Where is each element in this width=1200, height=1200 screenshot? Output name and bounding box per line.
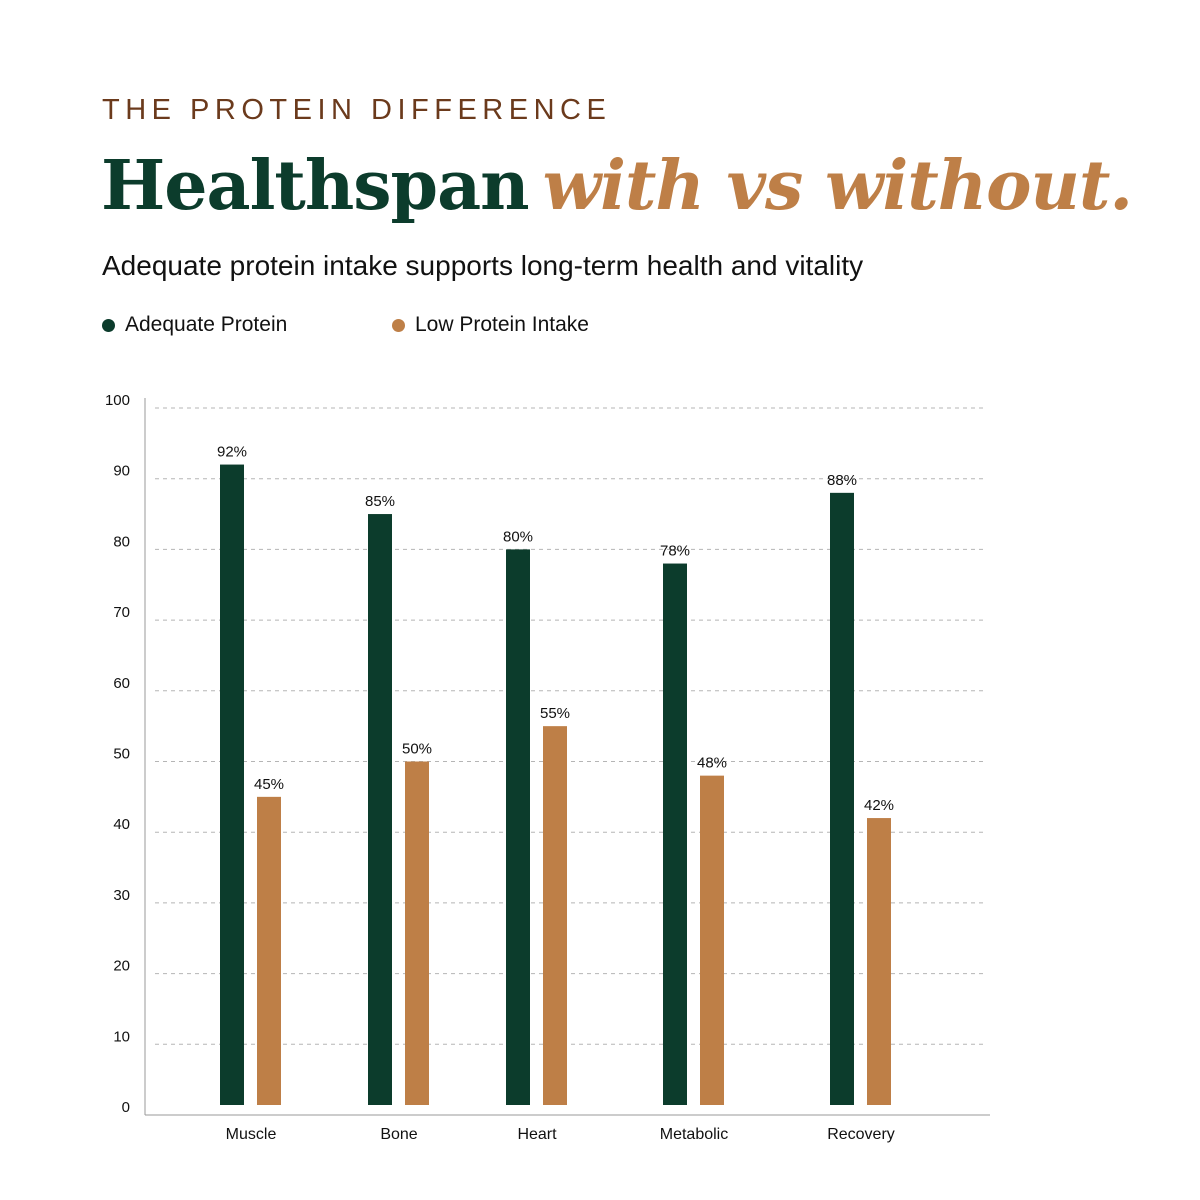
bar-adequate (368, 514, 392, 1105)
data-label: 78% (660, 543, 690, 560)
data-label: 48% (697, 755, 727, 772)
headline: Healthspan with vs without. (101, 140, 1133, 233)
y-tick-label: 30 (113, 887, 130, 904)
headline-main: Healthspan (101, 146, 530, 226)
data-label: 92% (217, 444, 247, 461)
legend-item-adequate: Adequate Protein (102, 313, 287, 337)
headline-accent: with vs without. (542, 146, 1133, 226)
eyebrow-title: THE PROTEIN DIFFERENCE (102, 94, 612, 126)
y-tick-label: 40 (113, 816, 130, 833)
legend-dot-adequate-icon (102, 318, 115, 332)
bar-adequate (830, 492, 854, 1106)
bar-low (257, 796, 281, 1105)
y-tick-label: 50 (113, 746, 130, 763)
x-tick-label: Muscle (226, 1126, 277, 1143)
legend-item-low: Low Protein Intake (392, 313, 589, 337)
bar-adequate (663, 563, 687, 1105)
data-label: 42% (864, 797, 894, 814)
x-tick-label: Recovery (827, 1126, 895, 1143)
bar-low (867, 818, 891, 1105)
data-label: 85% (365, 493, 395, 510)
data-label: 88% (827, 472, 857, 489)
y-tick-label: 90 (113, 463, 130, 480)
data-label: 45% (254, 776, 284, 793)
data-label: 80% (503, 528, 533, 545)
legend-label-adequate: Adequate Protein (125, 313, 288, 336)
bar-adequate (220, 464, 244, 1105)
x-tick-label: Metabolic (660, 1126, 728, 1143)
y-tick-label: 60 (113, 675, 130, 692)
bar-low (700, 775, 724, 1105)
bar-low (543, 726, 567, 1105)
y-tick-label: 100 (105, 392, 130, 409)
bar-low (405, 761, 429, 1105)
x-tick-label: Heart (517, 1126, 557, 1143)
data-label: 50% (402, 741, 432, 758)
bar-adequate (506, 549, 530, 1105)
legend-dot-low-icon (392, 318, 405, 332)
subtitle: Adequate protein intake supports long-te… (102, 250, 864, 281)
y-tick-label: 70 (113, 604, 130, 621)
y-tick-label: 20 (113, 958, 130, 975)
y-tick-label: 10 (113, 1028, 130, 1045)
x-tick-label: Bone (380, 1126, 417, 1143)
y-tick-label: 0 (122, 1099, 130, 1116)
data-label: 55% (540, 705, 570, 722)
legend-label-low: Low Protein Intake (415, 313, 589, 336)
y-tick-label: 80 (113, 533, 130, 550)
